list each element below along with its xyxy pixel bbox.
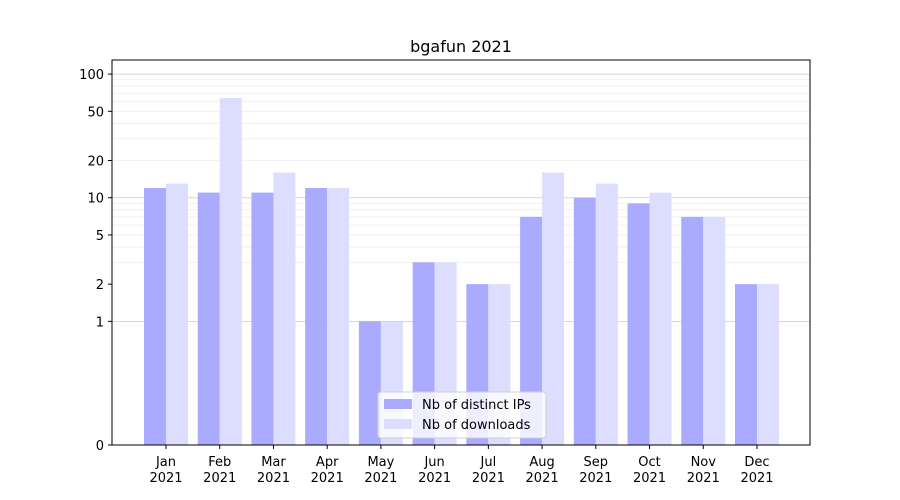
x-tick-label-month: May — [367, 455, 394, 470]
legend-swatch — [384, 419, 412, 429]
bar-distinct-ips — [520, 216, 543, 445]
x-tick-label-year: 2021 — [364, 471, 397, 486]
y-axis: 0 1 2 5 10 20 50 100 — [79, 68, 112, 454]
x-tick-label-month: Feb — [208, 455, 231, 470]
y-tick-label: 10 — [87, 192, 104, 207]
x-tick-label-year: 2021 — [526, 471, 559, 486]
bar-distinct-ips — [144, 187, 166, 445]
x-tick-label-month: Apr — [316, 455, 339, 470]
legend: Nb of distinct IPs Nb of downloads — [377, 391, 547, 439]
x-tick-label-month: Sep — [584, 455, 609, 470]
x-tick-label-year: 2021 — [418, 471, 451, 486]
chart-title: bgafun 2021 — [410, 37, 512, 56]
bar-downloads — [703, 216, 726, 445]
bar-distinct-ips — [197, 192, 220, 445]
y-tick-label: 2 — [96, 278, 104, 293]
x-tick-label-year: 2021 — [203, 471, 236, 486]
y-tick-label: 0 — [96, 439, 104, 454]
x-tick-label-month: Mar — [261, 455, 286, 470]
bar-distinct-ips — [251, 192, 274, 445]
x-axis: Jan2021Feb2021Mar2021Apr2021May2021Jun20… — [149, 445, 774, 486]
y-tick-label: 20 — [87, 155, 104, 170]
y-tick-label: 1 — [96, 315, 104, 330]
x-tick-label-year: 2021 — [149, 471, 182, 486]
bar-downloads — [542, 172, 565, 446]
legend-label: Nb of downloads — [422, 418, 531, 433]
x-tick-label-month: Jul — [480, 455, 497, 470]
legend-swatch — [384, 399, 412, 409]
bar-distinct-ips — [627, 203, 650, 445]
y-tick-label: 50 — [87, 105, 104, 120]
x-tick-label-year: 2021 — [633, 471, 666, 486]
x-tick-label-year: 2021 — [472, 471, 505, 486]
bar-downloads — [166, 183, 188, 445]
x-tick-label-year: 2021 — [257, 471, 290, 486]
bar-downloads — [219, 98, 242, 445]
x-tick-label-year: 2021 — [687, 471, 720, 486]
y-tick-label: 5 — [96, 229, 104, 244]
x-tick-label-month: Jan — [155, 455, 176, 470]
x-tick-label-month: Jun — [423, 455, 444, 470]
x-tick-label-month: Dec — [744, 455, 769, 470]
bar-distinct-ips — [305, 187, 328, 445]
bar-distinct-ips — [573, 197, 596, 445]
bar-downloads — [327, 187, 350, 445]
x-tick-label-year: 2021 — [740, 471, 773, 486]
bar-distinct-ips — [358, 321, 381, 445]
plot-frame — [111, 59, 811, 446]
legend-label: Nb of distinct IPs — [422, 398, 531, 413]
bar-downloads — [757, 284, 779, 445]
x-tick-label-year: 2021 — [579, 471, 612, 486]
x-tick-label-month: Aug — [529, 455, 554, 470]
bar-downloads — [273, 172, 296, 446]
bar-downloads — [595, 183, 618, 445]
x-tick-label-month: Nov — [691, 455, 717, 470]
y-tick-label: 100 — [79, 68, 104, 83]
x-tick-label-month: Oct — [638, 455, 660, 470]
bar-distinct-ips — [681, 216, 704, 445]
legend-box — [377, 391, 547, 439]
x-tick-label-year: 2021 — [311, 471, 344, 486]
bar-downloads — [649, 192, 672, 445]
bar-distinct-ips — [735, 284, 757, 445]
